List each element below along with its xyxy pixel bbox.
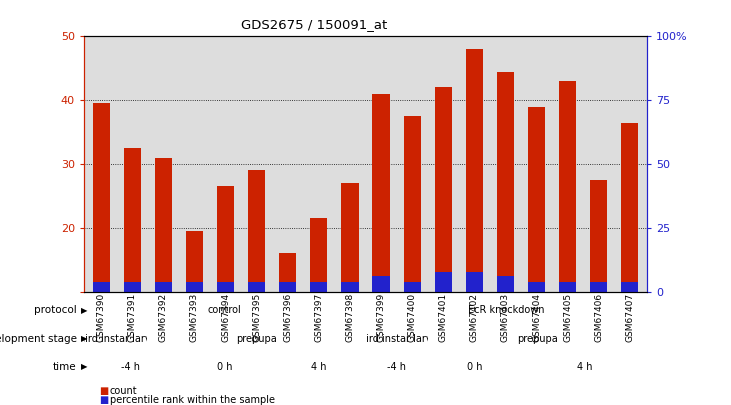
Bar — [590, 180, 607, 292]
Bar — [621, 282, 638, 292]
Bar — [310, 282, 327, 292]
Bar — [186, 282, 203, 292]
Text: time: time — [53, 362, 77, 372]
Text: GDS2675 / 150091_at: GDS2675 / 150091_at — [241, 18, 387, 31]
Bar — [373, 276, 390, 292]
Bar — [310, 218, 327, 292]
Bar — [93, 103, 110, 292]
Bar — [155, 158, 172, 292]
Text: percentile rank within the sample: percentile rank within the sample — [110, 395, 275, 405]
Text: count: count — [110, 386, 137, 396]
Text: -4 h: -4 h — [121, 362, 140, 372]
Bar — [124, 148, 141, 292]
Text: ▶: ▶ — [81, 306, 88, 315]
Text: third instar larva: third instar larva — [75, 334, 156, 343]
Text: ▶: ▶ — [81, 362, 88, 371]
Bar — [373, 94, 390, 292]
Text: 0 h: 0 h — [467, 362, 482, 372]
Bar — [466, 273, 483, 292]
Bar — [404, 282, 421, 292]
Bar — [248, 171, 265, 292]
Bar — [341, 183, 358, 292]
Bar — [435, 273, 452, 292]
Text: prepupa: prepupa — [235, 334, 276, 343]
Text: protocol: protocol — [34, 305, 77, 315]
Bar — [404, 116, 421, 292]
Bar — [528, 282, 545, 292]
Bar — [217, 186, 234, 292]
Text: EcR knockdown: EcR knockdown — [468, 305, 545, 315]
Bar — [466, 49, 483, 292]
Bar — [155, 282, 172, 292]
Text: prepupa: prepupa — [517, 334, 558, 343]
Bar — [621, 123, 638, 292]
Text: third instar larva: third instar larva — [356, 334, 438, 343]
Bar — [93, 282, 110, 292]
Text: -4 h: -4 h — [387, 362, 406, 372]
Bar — [124, 282, 141, 292]
Text: 4 h: 4 h — [311, 362, 326, 372]
Bar — [559, 282, 576, 292]
Bar — [279, 282, 296, 292]
Bar — [590, 282, 607, 292]
Bar — [559, 81, 576, 292]
Bar — [528, 107, 545, 292]
Text: ▶: ▶ — [81, 334, 88, 343]
Bar — [217, 282, 234, 292]
Bar — [435, 87, 452, 292]
Bar — [186, 231, 203, 292]
Bar — [341, 282, 358, 292]
Text: ■: ■ — [99, 386, 108, 396]
Text: ■: ■ — [99, 395, 108, 405]
Bar — [497, 72, 514, 292]
Bar — [248, 282, 265, 292]
Bar — [497, 276, 514, 292]
Bar — [279, 254, 296, 292]
Text: 4 h: 4 h — [577, 362, 592, 372]
Text: control: control — [208, 305, 242, 315]
Text: 0 h: 0 h — [217, 362, 232, 372]
Text: development stage: development stage — [0, 334, 77, 343]
